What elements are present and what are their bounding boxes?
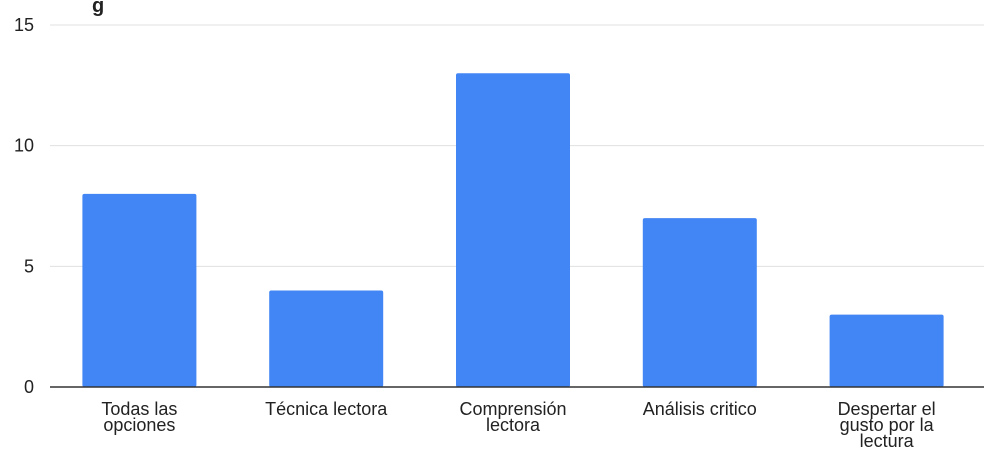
y-tick-label: 0 bbox=[24, 377, 34, 397]
y-tick-label: 10 bbox=[14, 136, 34, 156]
x-axis: Todas las opciones Técnica lectora Comprens… bbox=[101, 399, 935, 451]
bar bbox=[829, 314, 944, 387]
x-tick-label: Despertar el gusto por la lectura bbox=[838, 399, 936, 451]
x-tick-label-line: Técnica lectora bbox=[265, 399, 388, 419]
x-tick-label: Técnica lectora bbox=[265, 399, 388, 419]
x-tick-label: Análisis critico bbox=[643, 399, 757, 419]
x-tick-label-line: Comprensión bbox=[459, 399, 566, 419]
x-tick-label-line: Análisis critico bbox=[643, 399, 757, 419]
x-tick-label-line: lectora bbox=[486, 415, 541, 435]
bar bbox=[269, 290, 384, 387]
chart-title-fragment: g bbox=[92, 0, 104, 17]
bar bbox=[456, 73, 570, 388]
bar bbox=[82, 193, 197, 387]
y-axis: 0 5 10 15 bbox=[14, 15, 34, 397]
x-tick-label-line: Despertar el bbox=[838, 399, 936, 419]
y-tick-label: 5 bbox=[24, 256, 34, 276]
bar bbox=[642, 218, 757, 387]
x-tick-label-line: Todas las bbox=[101, 399, 177, 419]
x-tick-label-line: lectura bbox=[860, 431, 915, 451]
y-tick-label: 15 bbox=[14, 15, 34, 35]
x-tick-label: Todas las opciones bbox=[101, 399, 177, 435]
x-tick-label-line: gusto por la bbox=[840, 415, 935, 435]
x-tick-label-line: opciones bbox=[103, 415, 175, 435]
x-tick-label: Comprensión lectora bbox=[459, 399, 566, 435]
bars bbox=[82, 73, 944, 388]
